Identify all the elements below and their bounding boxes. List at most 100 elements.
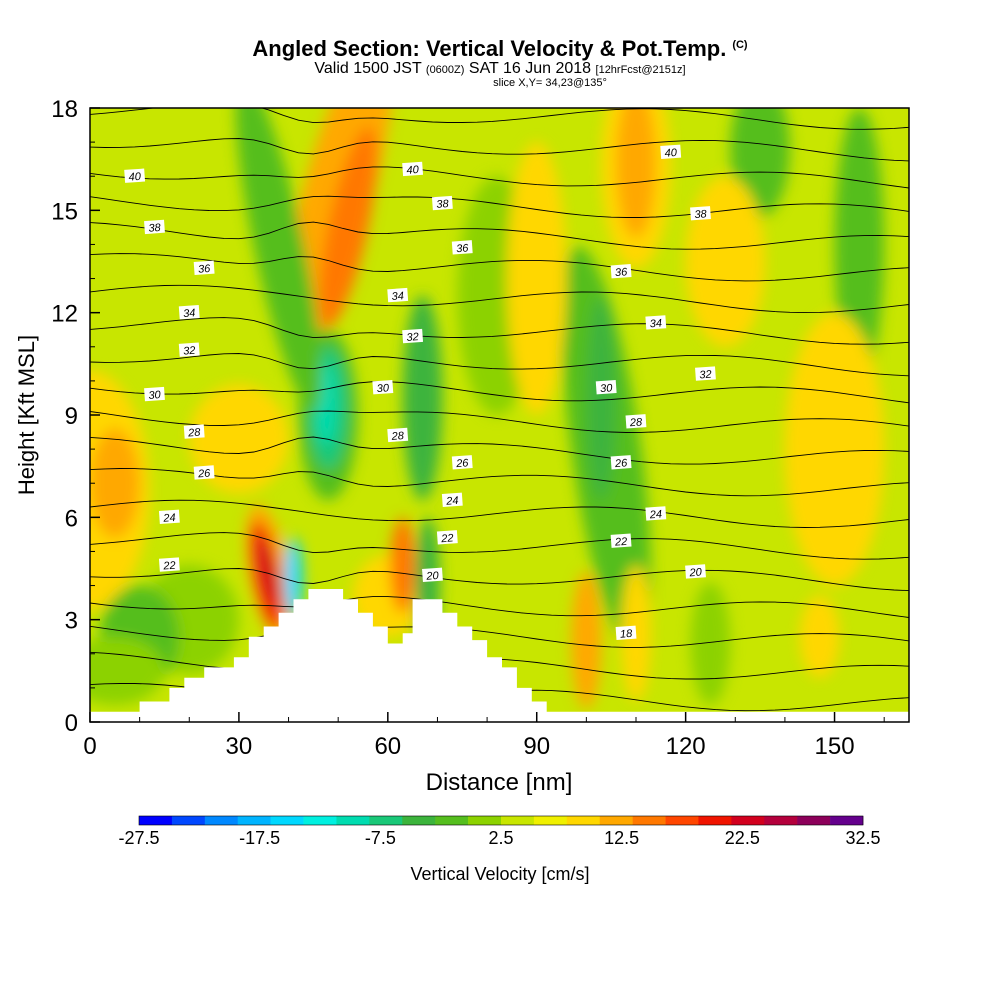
y-tick-label: 9: [65, 403, 78, 430]
velocity-cell: [235, 108, 322, 412]
colorbar-tick-label: 12.5: [604, 828, 639, 848]
contour-label-text: 36: [615, 266, 629, 279]
x-tick-label: 60: [374, 733, 401, 760]
colorbar-tick-label: -27.5: [118, 828, 159, 848]
contour-label-text: 32: [406, 331, 419, 344]
contour-label-text: 24: [648, 509, 662, 522]
velocity-cell: [616, 108, 656, 238]
contour-label-bg: [645, 506, 667, 521]
pot-temp-contour-line: [90, 221, 909, 250]
contour-label-text: 20: [425, 570, 440, 583]
velocity-cell: [390, 517, 416, 613]
contour-label-text: 28: [390, 430, 405, 443]
contour-label: 30: [372, 380, 394, 395]
velocity-cell: [690, 582, 731, 705]
contour-label: 28: [625, 414, 647, 429]
contour-label: 30: [595, 380, 617, 395]
colorbar-swatch: [764, 816, 798, 825]
pot-temp-contour-line: [90, 353, 909, 377]
contour-label: 26: [610, 455, 632, 470]
contour-label-bg: [144, 219, 165, 235]
contour-label: 36: [193, 260, 215, 276]
contour-label: 34: [178, 304, 200, 320]
contour-label: 38: [431, 195, 453, 211]
contour-label-bg: [645, 315, 667, 330]
contour-label: 28: [387, 427, 409, 443]
velocity-cell: [284, 537, 303, 620]
x-axis: 0 30 60 90 120 150: [83, 712, 885, 760]
contour-label: 36: [451, 240, 473, 255]
contour-label-bg: [178, 342, 200, 357]
colorbar-tick-label: 22.5: [725, 828, 760, 848]
contour-label: 32: [402, 328, 424, 344]
contour-label-bg: [387, 427, 409, 443]
contour-label-bg: [595, 380, 617, 395]
velocity-cell: [784, 312, 885, 586]
pot-temp-contour-line: [90, 596, 909, 618]
velocity-cell: [685, 176, 766, 347]
contour-label: 24: [158, 509, 180, 525]
velocity-cell: [90, 636, 165, 705]
contour-label-text: 34: [391, 290, 404, 303]
y-tick-label: 0: [65, 710, 78, 737]
contour-label-text: 26: [614, 457, 629, 470]
y-tick-label: 3: [65, 608, 78, 635]
chart-subtitle: Valid 1500 JST (0600Z) SAT 16 Jun 2018 […: [314, 60, 686, 77]
contour-label-bg: [402, 161, 424, 177]
contour-label: 38: [690, 206, 711, 221]
contour-label-text: 22: [162, 560, 176, 573]
velocity-cell: [506, 142, 567, 416]
pot-temp-contour-line: [90, 410, 909, 433]
contour-label-bg: [402, 328, 424, 344]
contour-label-bg: [690, 206, 711, 221]
contour-label-text: 26: [455, 457, 470, 470]
colorbar-swatch: [139, 816, 173, 825]
colorbar-swatch: [468, 816, 502, 825]
contour-label: 24: [441, 492, 463, 508]
contour-label-text: 36: [198, 263, 212, 276]
contour-label-bg: [193, 465, 215, 480]
velocity-cell: [834, 108, 885, 381]
colorbar-swatch: [599, 816, 633, 825]
contour-label: 36: [610, 264, 632, 279]
contour-label: 32: [695, 366, 716, 381]
contour-label: 40: [402, 161, 424, 177]
velocity-cell: [586, 295, 617, 501]
colorbar-swatch: [336, 816, 370, 825]
contour-label-text: 30: [376, 382, 390, 395]
contour-label-text: 22: [614, 536, 628, 549]
contour-label-bg: [610, 455, 632, 470]
contour-label: 22: [436, 530, 458, 545]
contour-label: 20: [422, 567, 443, 583]
contour-label-text: 36: [456, 242, 470, 255]
contour-label-bg: [615, 625, 637, 640]
colorbar-swatch: [731, 816, 765, 825]
contour-label-text: 30: [600, 382, 614, 395]
contour-label: 40: [660, 144, 682, 160]
contour-label-bg: [387, 287, 409, 303]
contour-label-text: 28: [629, 416, 644, 429]
contour-label-text: 22: [440, 532, 454, 545]
pot-temp-contour-line: [90, 468, 909, 497]
contour-label-text: 40: [664, 147, 678, 160]
pot-temp-contour-line: [90, 317, 909, 345]
colorbar-label: Vertical Velocity [cm/s]: [410, 864, 589, 884]
colorbar-swatch: [402, 816, 436, 825]
x-tick-label: 150: [815, 733, 855, 760]
chart-slice-label: slice X,Y= 34,23@135°: [493, 77, 607, 89]
contour-label-text: 32: [699, 369, 712, 382]
contour-label-text: 20: [688, 566, 703, 579]
contour-label-text: 32: [183, 345, 196, 358]
contour-label-bg: [436, 530, 458, 545]
pot-temp-contour-line: [90, 568, 909, 592]
contour-label-text: 30: [148, 389, 162, 402]
y-tick-label: 6: [65, 505, 78, 532]
pot-temp-contour-line: [90, 108, 909, 130]
contour-label: 20: [685, 564, 706, 579]
contour-label-text: 24: [162, 512, 176, 525]
x-tick-label: 90: [523, 733, 550, 760]
y-tick-label: 12: [51, 301, 78, 328]
contour-label-bg: [660, 144, 682, 160]
contour-label-text: 34: [183, 307, 196, 320]
contour-label: 22: [610, 533, 632, 549]
